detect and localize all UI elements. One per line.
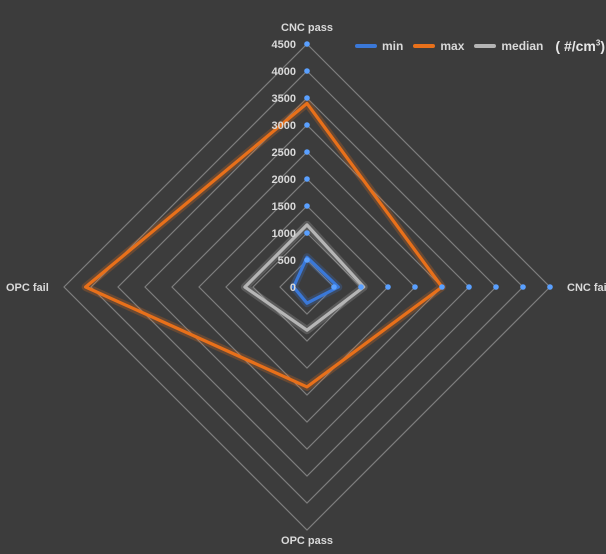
unit-prefix: ( #/cm	[555, 38, 596, 54]
grid-ring-2000	[198, 178, 416, 396]
tick-dot-top-2500	[304, 149, 310, 155]
tick-label-3500: 3500	[272, 93, 296, 105]
tick-dot-right-1500	[385, 284, 391, 290]
tick-dot-right-1000	[358, 284, 364, 290]
axis-label-opc-pass: OPC pass	[281, 535, 333, 547]
tick-dot-top-4500	[304, 41, 310, 47]
legend-item-max: max	[413, 39, 464, 53]
legend: min max median ( #/cm3)	[355, 38, 605, 54]
grid-ring-1500	[225, 205, 389, 369]
tick-dot-top-3000	[304, 122, 310, 128]
grid-ring-3000	[144, 124, 470, 450]
grid-ring-3500	[117, 97, 497, 477]
tick-dot-right-3500	[493, 284, 499, 290]
tick-dot-right-3000	[466, 284, 472, 290]
grid-ring-2500	[171, 151, 443, 423]
series-line-max	[83, 101, 444, 389]
tick-label-500: 500	[278, 255, 296, 267]
legend-label-min: min	[382, 39, 404, 53]
tick-label-1000: 1000	[272, 228, 296, 240]
series-line-min	[291, 255, 340, 305]
grid-ring-4000	[90, 70, 524, 504]
grid-ring-500	[279, 259, 335, 315]
tick-dot-top-2000	[304, 176, 310, 182]
unit-label: ( #/cm3)	[555, 38, 605, 54]
legend-swatch-max	[413, 44, 436, 48]
legend-swatch-median	[474, 44, 497, 48]
tick-label-3000: 3000	[272, 120, 296, 132]
text-layer: 0 500 1000 1500 2000 2500 3000 3500 4000 4500 CNC …	[6, 22, 606, 547]
tick-dot-right-4000	[520, 284, 526, 290]
grid-ring-1000	[252, 232, 362, 342]
tick-label-2000: 2000	[272, 174, 296, 186]
tick-dot-top-1500	[304, 203, 310, 209]
axis-label-opc-fail: OPC fail	[6, 282, 49, 294]
tick-dot-right-2500	[439, 284, 445, 290]
unit-suffix: )	[600, 38, 605, 54]
legend-label-max: max	[440, 39, 465, 53]
tick-dot-top-1000	[304, 230, 310, 236]
tick-dot-top-3500	[304, 95, 310, 101]
tick-dot-top-4000	[304, 68, 310, 74]
series-line-median	[243, 223, 366, 332]
legend-label-median: median	[501, 39, 544, 53]
tick-dot-right-2000	[412, 284, 418, 290]
legend-item-median: median	[474, 39, 543, 53]
tick-label-4000: 4000	[272, 66, 296, 78]
tick-dot-right-500	[331, 284, 337, 290]
grid-ring-4500	[63, 43, 551, 531]
axis-label-cnc-fail: CNC fai	[567, 282, 606, 294]
tick-dot-layer	[304, 41, 553, 290]
tick-label-0: 0	[290, 282, 296, 294]
unit-exponent: 3	[595, 38, 601, 48]
legend-swatch-min	[355, 44, 377, 48]
tick-dot-top-500	[304, 257, 310, 263]
series-layer	[81, 99, 446, 391]
tick-label-2500: 2500	[272, 147, 296, 159]
tick-dot-right-4500	[547, 284, 553, 290]
tick-label-4500: 4500	[272, 39, 296, 51]
tick-label-1500: 1500	[272, 201, 296, 213]
axis-label-cnc-pass: CNC pass	[281, 22, 333, 34]
legend-item-min: min	[355, 39, 403, 53]
grid-layer	[63, 43, 551, 531]
